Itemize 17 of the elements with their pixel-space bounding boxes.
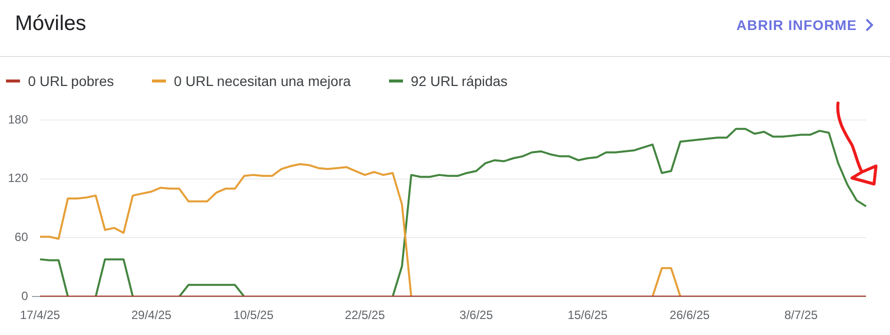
legend-label: 92 URL rápidas [410, 73, 508, 89]
x-tick-label: 8/7/25 [784, 308, 818, 322]
y-tick-label: 0 [21, 288, 28, 303]
x-tick-label: 3/6/25 [460, 308, 494, 322]
legend-label: 0 URL necesitan una mejora [174, 73, 351, 89]
x-tick-label: 17/4/25 [20, 308, 60, 322]
x-tick-label: 22/5/25 [344, 308, 386, 322]
text: ABRIR INFORME [736, 17, 857, 33]
y-tick-label: 120 [8, 171, 28, 186]
x-tick-label: 26/6/25 [670, 308, 710, 322]
legend-label: 0 URL pobres [28, 73, 114, 89]
y-tick-label: 60 [14, 230, 28, 244]
x-tick-label: 10/5/25 [233, 308, 274, 322]
x-tick-label: 15/6/25 [568, 308, 608, 322]
chart-title: Móviles [15, 12, 86, 36]
y-tick-label: 180 [8, 112, 28, 126]
x-tick-label: 29/4/25 [131, 308, 172, 322]
